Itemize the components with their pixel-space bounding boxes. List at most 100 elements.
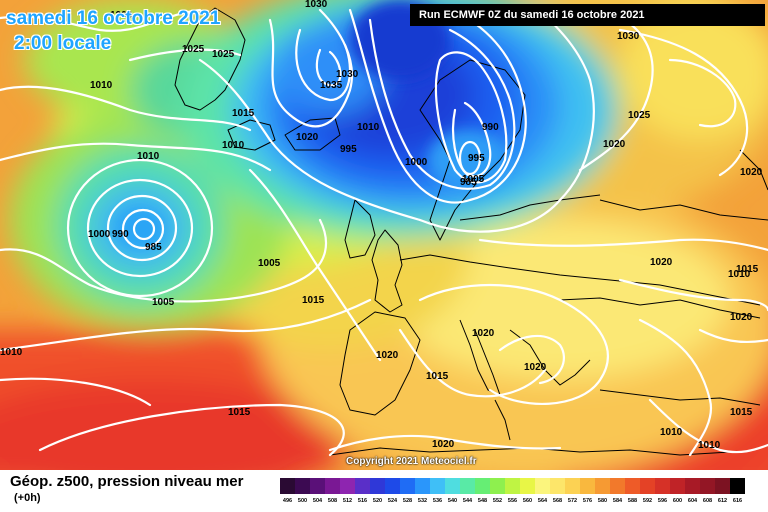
colorbar-swatch xyxy=(430,478,446,494)
colorbar-tick-label: 496 xyxy=(283,498,292,504)
colorbar-swatch xyxy=(580,478,596,494)
colorbar-swatch xyxy=(550,478,566,494)
colorbar-swatch xyxy=(610,478,626,494)
geopotential-fill xyxy=(0,0,768,470)
isobar-label: 1035 xyxy=(320,80,343,91)
copyright-notice: Copyright 2021 Meteociel.fr xyxy=(346,456,477,467)
isobar-label: 1010 xyxy=(90,80,113,91)
colorbar-swatch xyxy=(715,478,731,494)
colorbar-tick-label: 584 xyxy=(613,498,623,504)
isobar-label: 1025 xyxy=(182,44,205,55)
colorbar-tick-label: 500 xyxy=(298,498,307,504)
colorbar-tick-label: 588 xyxy=(628,498,637,504)
local-time-title: 2:00 locale xyxy=(14,33,112,54)
colorbar-tick-label: 580 xyxy=(598,498,607,504)
isobar-label: 1020 xyxy=(524,362,547,373)
colorbar-tick-label: 612 xyxy=(718,498,727,504)
colorbar-tick-label: 572 xyxy=(568,498,577,504)
colorbar-swatch xyxy=(460,478,476,494)
colorbar-tick-label: 556 xyxy=(508,498,517,504)
legend-bar: Géop. z500, pression niveau mer (+0h) 49… xyxy=(0,470,768,512)
model-run-banner: Run ECMWF 0Z du samedi 16 octobre 2021 xyxy=(410,4,765,26)
colorbar-swatch xyxy=(355,478,371,494)
colorbar-swatch xyxy=(685,478,701,494)
colorbar-swatch xyxy=(280,478,296,494)
colorbar-swatch xyxy=(445,478,461,494)
colorbar-tick-label: 512 xyxy=(343,498,352,504)
colorbar-swatch xyxy=(625,478,641,494)
colorbar-tick-label: 608 xyxy=(703,498,712,504)
colorbar-tick-label: 516 xyxy=(358,498,367,504)
colorbar-swatch xyxy=(325,478,341,494)
isobar-label: 1030 xyxy=(336,69,359,80)
colorbar-swatch xyxy=(520,478,536,494)
isobar-label: 985 xyxy=(145,242,162,253)
isobar-label: 1020 xyxy=(296,132,319,143)
colorbar-tick-label: 592 xyxy=(643,498,652,504)
colorbar-swatch xyxy=(310,478,326,494)
isobar-label: 1025 xyxy=(628,110,651,121)
colorbar-tick-label: 532 xyxy=(418,498,427,504)
colorbar-tick-label: 564 xyxy=(538,498,548,504)
colorbar-tick-label: 504 xyxy=(313,498,323,504)
isobar-lines xyxy=(0,8,768,457)
isobar-label: 1010 xyxy=(137,151,160,162)
colorbar-tick-label: 540 xyxy=(448,498,457,504)
colorbar-tick-label: 536 xyxy=(433,498,442,504)
isobar-label: 1000 xyxy=(110,10,133,21)
isobar-label: 1030 xyxy=(617,31,640,42)
colorbar-swatch xyxy=(730,478,745,494)
colorbar-tick-label: 596 xyxy=(658,498,667,504)
isobar-label: 1010 xyxy=(222,140,245,151)
isobar-label: 1025 xyxy=(212,49,235,60)
colorbar-swatch xyxy=(505,478,521,494)
isobar-label: 1020 xyxy=(650,257,673,268)
colorbar-tick-label: 544 xyxy=(463,498,473,504)
isobar-label: 1000 xyxy=(405,157,428,168)
colorbar-swatch xyxy=(565,478,581,494)
isobar-label: 1015 xyxy=(730,407,753,418)
colorbar-tick-label: 600 xyxy=(673,498,682,504)
colorbar-tick-label: 508 xyxy=(328,498,337,504)
isobar-label: 1015 xyxy=(232,108,255,119)
isobar-label: 1015 xyxy=(426,371,449,382)
isobar-label: 1020 xyxy=(730,312,753,323)
forecast-hour: (+0h) xyxy=(14,492,41,504)
colorbar-tick-label: 520 xyxy=(373,498,382,504)
colorbar-swatch xyxy=(340,478,356,494)
colorbar-tick-label: 560 xyxy=(523,498,532,504)
isobar-label: 990 xyxy=(482,122,499,133)
geopotential-colorbar: 496 500 504 508 512 516 520 524 528 532 536 540 544 5… xyxy=(280,478,745,504)
isobar-label: 1015 xyxy=(302,295,325,306)
colorbar-swatch xyxy=(475,478,491,494)
isobar-label: 1005 xyxy=(462,174,485,185)
colorbar-tick-label: 576 xyxy=(583,498,592,504)
isobar-label: 1015 xyxy=(736,264,759,275)
colorbar-swatch xyxy=(655,478,671,494)
isobar-label: 1010 xyxy=(660,427,683,438)
colorbar-tick-label: 524 xyxy=(388,498,398,504)
colorbar-swatch xyxy=(370,478,386,494)
colorbar-tick-label: 528 xyxy=(403,498,412,504)
colorbar-swatch xyxy=(295,478,311,494)
date-title: samedi 16 octobre 2021 xyxy=(6,8,221,29)
colorbar-swatch xyxy=(700,478,716,494)
isobar-label: 1015 xyxy=(228,407,251,418)
isobar-label: 1020 xyxy=(432,439,455,450)
isobar-label: 1000 xyxy=(88,229,111,240)
colorbar-swatch xyxy=(400,478,416,494)
colorbar-swatch xyxy=(490,478,506,494)
colorbar-tick-label: 604 xyxy=(688,498,698,504)
colorbar-swatch xyxy=(385,478,401,494)
legend-title: Géop. z500, pression niveau mer xyxy=(10,473,244,490)
colorbar-tick-label: 552 xyxy=(493,498,502,504)
isobar-label: 1010 xyxy=(728,269,751,280)
isobar-label: 1005 xyxy=(152,297,175,308)
isobar-label: 1005 xyxy=(258,258,281,269)
isobar-label: 995 xyxy=(468,153,485,164)
colorbar-tick-label: 616 xyxy=(733,498,742,504)
isobar-label: 985 xyxy=(460,177,477,188)
